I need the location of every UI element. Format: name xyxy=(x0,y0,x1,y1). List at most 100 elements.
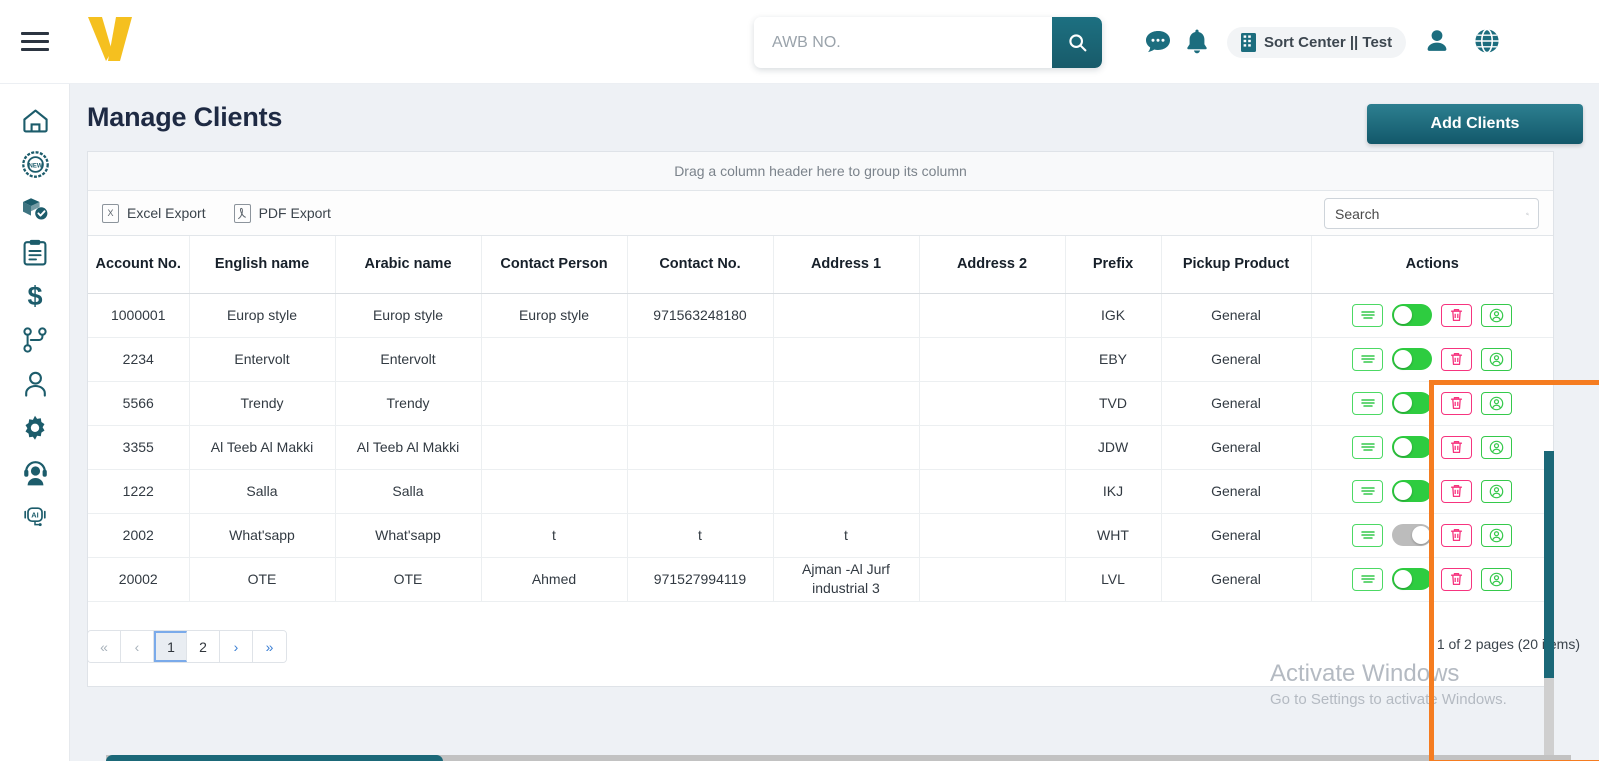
group-panel[interactable]: Drag a column header here to group its c… xyxy=(88,152,1553,191)
details-icon[interactable] xyxy=(1352,523,1384,547)
table-row[interactable]: 2234 Entervolt Entervolt EBY General xyxy=(88,337,1553,382)
status-toggle[interactable] xyxy=(1392,348,1433,370)
delete-icon[interactable] xyxy=(1441,479,1473,503)
user-icon[interactable] xyxy=(1424,28,1450,54)
col-prefix[interactable]: Prefix xyxy=(1065,236,1162,294)
pager-page-2[interactable]: 2 xyxy=(187,631,220,662)
sidebar-item-finance[interactable]: $ xyxy=(0,274,70,318)
table-row[interactable]: 20002 OTE OTE Ahmed 971527994119 Ajman -Al Ju… xyxy=(88,557,1553,602)
pdf-glyph xyxy=(237,207,246,219)
table-vertical-scrollbar[interactable] xyxy=(1544,451,1554,755)
pager-last[interactable]: » xyxy=(253,631,286,662)
user-circle-icon[interactable] xyxy=(1481,523,1513,547)
sidebar-item-support[interactable] xyxy=(0,450,70,494)
user-circle-icon[interactable] xyxy=(1481,567,1513,591)
pagination: « ‹ 1 2 › » xyxy=(87,630,287,663)
grid-search-box[interactable] xyxy=(1324,198,1539,229)
sidebar-item-home[interactable] xyxy=(0,98,70,142)
chat-icon[interactable] xyxy=(1145,30,1171,54)
sidebar-item-routes[interactable] xyxy=(0,318,70,362)
excel-file-icon: X xyxy=(102,203,119,223)
user-circle-icon[interactable] xyxy=(1481,303,1513,327)
vertical-scroll-thumb[interactable] xyxy=(1544,451,1554,678)
table-horizontal-scrollbar[interactable] xyxy=(106,755,1571,761)
toggle-knob xyxy=(1394,438,1413,456)
pager-prev[interactable]: ‹ xyxy=(121,631,154,662)
col-address-1[interactable]: Address 1 xyxy=(773,236,920,294)
awb-search-box[interactable] xyxy=(754,17,1102,68)
col-account-no[interactable]: Account No. xyxy=(88,236,190,294)
pager-page-1[interactable]: 1 xyxy=(154,631,187,662)
delete-icon[interactable] xyxy=(1441,391,1473,415)
user-circle-icon[interactable] xyxy=(1481,479,1513,503)
table-scroll-viewport: Account No. English name Arabic name Con… xyxy=(88,236,1553,629)
sort-center-selector[interactable]: Sort Center || Test xyxy=(1227,27,1407,58)
delete-icon[interactable] xyxy=(1441,435,1473,459)
sidebar-item-shipments[interactable] xyxy=(0,186,70,230)
table-row[interactable]: 1222 Salla Salla IKJ General xyxy=(88,469,1553,514)
col-arabic-name[interactable]: Arabic name xyxy=(335,236,482,294)
menu-icon[interactable] xyxy=(0,32,70,51)
cell-account-no: 5566 xyxy=(88,381,190,426)
pdf-export-button[interactable]: PDF Export xyxy=(233,203,331,223)
status-toggle[interactable] xyxy=(1392,392,1433,414)
pager-first[interactable]: « xyxy=(88,631,121,662)
globe-icon[interactable] xyxy=(1474,28,1500,54)
search-button[interactable] xyxy=(1052,17,1102,68)
gear-icon xyxy=(25,415,45,440)
bell-icon[interactable] xyxy=(1186,29,1208,55)
table-row[interactable]: 1000001 Europ style Europ style Europ style… xyxy=(88,293,1553,338)
watermark-subtitle: Go to Settings to activate Windows. xyxy=(1270,691,1507,708)
cell-address-1 xyxy=(773,469,920,514)
cell-english-name: OTE xyxy=(189,557,336,602)
delete-icon[interactable] xyxy=(1441,347,1473,371)
delete-icon[interactable] xyxy=(1441,523,1473,547)
table-body: 1000001 Europ style Europ style Europ style… xyxy=(88,293,1553,602)
details-icon[interactable] xyxy=(1352,391,1384,415)
table-row[interactable]: 2002 What'sapp What'sapp t t t WHT General xyxy=(88,513,1553,558)
details-icon[interactable] xyxy=(1352,347,1384,371)
details-icon[interactable] xyxy=(1352,567,1384,591)
status-toggle[interactable] xyxy=(1392,568,1433,590)
sidebar-item-clients[interactable] xyxy=(0,362,70,406)
cell-english-name: Trendy xyxy=(189,381,336,426)
pager-next[interactable]: › xyxy=(220,631,253,662)
sidebar-item-new[interactable]: NEW xyxy=(0,142,70,186)
table-row[interactable]: 5566 Trendy Trendy TVD General xyxy=(88,381,1553,426)
sidebar-item-settings[interactable] xyxy=(0,406,70,450)
details-icon[interactable] xyxy=(1352,479,1384,503)
sidebar-item-ai[interactable]: AI xyxy=(0,494,70,538)
user-circle-icon[interactable] xyxy=(1481,435,1513,459)
col-address-2[interactable]: Address 2 xyxy=(919,236,1066,294)
notification-bell-icon xyxy=(1187,29,1207,54)
details-icon[interactable] xyxy=(1352,435,1384,459)
cell-contact-no xyxy=(627,425,774,470)
toggle-knob xyxy=(1412,526,1431,544)
col-pickup-product[interactable]: Pickup Product xyxy=(1161,236,1312,294)
col-english-name[interactable]: English name xyxy=(189,236,336,294)
status-toggle[interactable] xyxy=(1392,524,1433,546)
user-circle-icon[interactable] xyxy=(1481,347,1513,371)
sidebar-item-reports[interactable] xyxy=(0,230,70,274)
horizontal-scroll-thumb[interactable] xyxy=(106,755,443,761)
status-toggle[interactable] xyxy=(1392,304,1433,326)
user-circle-icon[interactable] xyxy=(1481,391,1513,415)
cell-account-no: 1222 xyxy=(88,469,190,514)
delete-icon[interactable] xyxy=(1441,567,1473,591)
cell-address-1 xyxy=(773,337,920,382)
col-contact-no[interactable]: Contact No. xyxy=(627,236,774,294)
grid-search-input[interactable] xyxy=(1325,205,1526,222)
main-content-area: Manage Clients Add Clients Drag a column… xyxy=(70,84,1599,761)
status-toggle[interactable] xyxy=(1392,436,1433,458)
toggle-knob xyxy=(1394,306,1413,324)
search-input[interactable] xyxy=(754,17,1052,68)
status-toggle[interactable] xyxy=(1392,480,1433,502)
cell-actions xyxy=(1311,337,1553,382)
app-logo[interactable] xyxy=(82,13,148,71)
col-contact-person[interactable]: Contact Person xyxy=(481,236,628,294)
add-clients-button[interactable]: Add Clients xyxy=(1367,104,1583,144)
delete-icon[interactable] xyxy=(1441,303,1473,327)
table-row[interactable]: 3355 Al Teeb Al Makki Al Teeb Al Makki JDW G… xyxy=(88,425,1553,470)
excel-export-button[interactable]: X Excel Export xyxy=(102,203,206,223)
details-icon[interactable] xyxy=(1352,303,1384,327)
